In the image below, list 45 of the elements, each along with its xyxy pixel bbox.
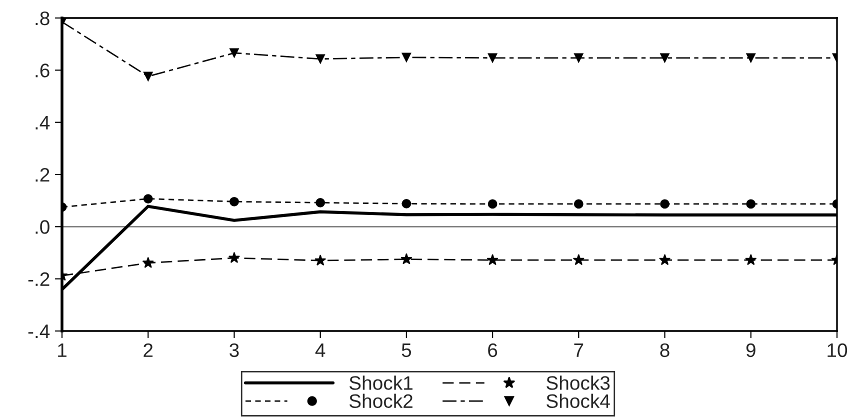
point	[746, 199, 756, 209]
point	[228, 252, 240, 263]
x-tick-label: 3	[230, 343, 239, 358]
point	[142, 256, 154, 268]
x-tick-label: 7	[574, 344, 584, 357]
x-tick-label: 6	[488, 343, 498, 358]
point	[572, 254, 584, 266]
x-tick-label: 4	[315, 344, 326, 357]
y-tick-label: .6	[36, 64, 50, 78]
legend-label: Shock2	[349, 394, 412, 408]
point	[660, 199, 670, 209]
point	[402, 52, 412, 62]
x-tick-label: 10	[828, 343, 848, 358]
point	[660, 53, 670, 63]
legend-label: Shock4	[546, 394, 610, 408]
x-tick-label: 1	[58, 344, 66, 357]
y-tick-label: .2	[36, 168, 50, 182]
point	[400, 253, 412, 264]
x-tick-label: 8	[660, 343, 670, 358]
point	[230, 48, 239, 58]
point	[746, 53, 756, 63]
x-tick-label: 9	[746, 343, 756, 358]
legend-label: Shock3	[546, 376, 610, 390]
point	[574, 199, 584, 209]
point	[316, 54, 326, 64]
point	[574, 53, 584, 63]
point	[486, 254, 498, 266]
x-tick-label: 2	[144, 343, 153, 357]
point	[488, 199, 498, 209]
legend-label: Shock1	[349, 376, 412, 390]
x-tick-label: 5	[402, 344, 412, 358]
y-tick-label: -.2	[28, 272, 50, 286]
y-tick-label: .0	[36, 220, 50, 234]
point	[230, 196, 239, 206]
point	[658, 254, 671, 266]
point	[488, 53, 498, 63]
point	[143, 194, 153, 204]
y-tick-label: -.4	[28, 324, 50, 338]
point	[143, 72, 153, 82]
point	[745, 254, 757, 266]
y-tick-label: .8	[36, 11, 50, 26]
point	[402, 199, 412, 208]
y-tick-label: .4	[36, 116, 50, 130]
point	[316, 198, 326, 208]
point	[314, 254, 326, 266]
